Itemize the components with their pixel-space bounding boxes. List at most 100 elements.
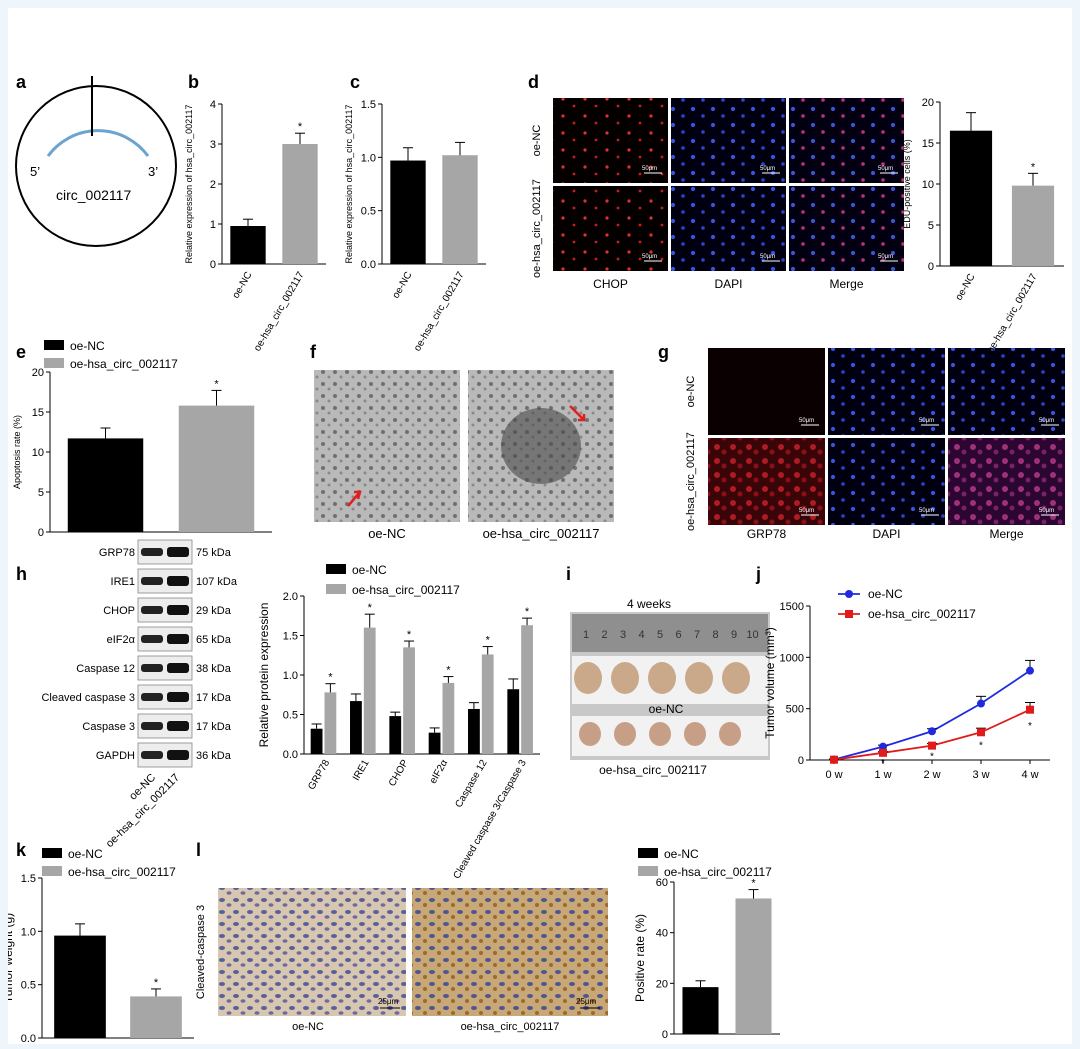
l-bar bbox=[735, 898, 772, 1034]
l-bar bbox=[682, 987, 719, 1034]
j-point bbox=[879, 742, 887, 751]
g-row-label: oe-hsa_circ_002117 bbox=[685, 432, 697, 531]
b-category-label: oe-hsa_circ_002117 bbox=[252, 270, 307, 354]
h-bar bbox=[428, 732, 441, 754]
c-category-label: oe-NC bbox=[391, 270, 415, 301]
e-sig-mark: * bbox=[214, 378, 219, 390]
j-ytick-label: 1000 bbox=[780, 652, 804, 664]
g-scale-text: 50μm bbox=[919, 418, 934, 424]
b-sig-mark: * bbox=[298, 121, 303, 133]
i-title: 4 weeks bbox=[627, 597, 671, 611]
i-label: oe-NC bbox=[649, 702, 684, 716]
panel-label-f: f bbox=[310, 342, 317, 362]
blot-band-nc bbox=[141, 664, 163, 672]
ihc-image-oe-nc bbox=[218, 888, 406, 1016]
blot-band-nc bbox=[141, 606, 163, 614]
circ-name-label: circ_002117 bbox=[56, 187, 131, 203]
i-label: oe-hsa_circ_002117 bbox=[599, 763, 707, 777]
blot-protein-label: GAPDH bbox=[96, 750, 135, 762]
blot-band-oe bbox=[167, 605, 189, 615]
e-legend-swatch bbox=[44, 340, 64, 350]
three-prime-label: 3’ bbox=[148, 164, 158, 179]
d-scale-text: 50μm bbox=[760, 166, 775, 172]
blot-protein-label: GRP78 bbox=[99, 547, 135, 559]
circrna-circle bbox=[15, 85, 177, 247]
h-category-label: GRP78 bbox=[306, 758, 332, 792]
blot-band-oe bbox=[167, 576, 189, 586]
l-ytick-label: 20 bbox=[656, 978, 668, 990]
h-category-label: Caspase 12 bbox=[453, 758, 489, 810]
g-row-label: oe-NC bbox=[685, 376, 697, 408]
panel-label-c: c bbox=[350, 72, 360, 92]
ruler-number: 8 bbox=[712, 629, 718, 641]
ruler-number: 6 bbox=[675, 629, 681, 641]
j-legend-marker bbox=[845, 590, 853, 598]
panel-label-e: e bbox=[16, 342, 26, 362]
ruler-number: 3 bbox=[620, 629, 626, 641]
e-bar bbox=[178, 405, 255, 532]
tumor-oe bbox=[684, 722, 706, 746]
tumor-oe bbox=[649, 722, 671, 746]
blot-kda-label: 75 kDa bbox=[196, 547, 232, 559]
d-scale-text: 50μm bbox=[878, 166, 893, 172]
e-bar bbox=[67, 438, 144, 532]
j-point bbox=[879, 748, 887, 757]
panel-label-l: l bbox=[196, 840, 201, 860]
k-bar bbox=[54, 935, 106, 1038]
blot-band-nc bbox=[141, 635, 163, 643]
j-xtick-label: 1 w bbox=[874, 769, 891, 781]
j-xtick-label: 0 w bbox=[825, 769, 842, 781]
g-col-label: DAPI bbox=[872, 527, 900, 541]
figure: a b c d e f g h i j k l 5’ 3’ circ_002117 50μm 50μm 50μm o… bbox=[1, 8, 1072, 1045]
h-sig-mark: * bbox=[368, 602, 373, 614]
red-arrow-icon bbox=[347, 490, 362, 507]
tem-image-oe-nc bbox=[314, 370, 460, 522]
tumor-oe bbox=[579, 722, 601, 746]
d-image-r2c3 bbox=[789, 186, 904, 271]
d-ylabel: EDU-positive cells (%) bbox=[902, 139, 912, 229]
l-scale-text: 25μm bbox=[378, 997, 399, 1006]
g-scale-text: 50μm bbox=[1039, 508, 1054, 514]
l-legend-swatch bbox=[638, 848, 658, 858]
panel-label-b: b bbox=[188, 72, 199, 92]
j-legend-label: oe-NC bbox=[868, 587, 903, 601]
panel-label-j: j bbox=[755, 564, 761, 584]
d-ytick-label: 5 bbox=[928, 220, 934, 232]
d-bar bbox=[949, 130, 993, 266]
h-category-label: IRE1 bbox=[351, 758, 372, 783]
g-image-r1c2 bbox=[828, 348, 945, 435]
blot-band-nc bbox=[141, 751, 163, 759]
h-bar bbox=[310, 728, 323, 754]
b-ylabel: Relative expression of hsa_circ_002117 bbox=[184, 105, 194, 264]
tumor-nc bbox=[611, 662, 639, 694]
d-row-label: oe-NC bbox=[531, 125, 543, 157]
d-scale-text: 50μm bbox=[642, 166, 657, 172]
f-label: oe-hsa_circ_002117 bbox=[483, 526, 600, 541]
l-legend-label: oe-hsa_circ_002117 bbox=[664, 865, 772, 879]
h-sig-mark: * bbox=[486, 635, 491, 647]
h-ytick-label: 1.5 bbox=[283, 631, 298, 643]
h-sig-mark: * bbox=[446, 665, 451, 677]
blot-band-oe bbox=[167, 750, 189, 760]
j-xtick-label: 3 w bbox=[972, 769, 989, 781]
g-image-r2c2 bbox=[828, 438, 945, 525]
h-legend-label: oe-hsa_circ_002117 bbox=[352, 583, 460, 597]
h-sig-mark: * bbox=[328, 672, 333, 684]
panel-label-d: d bbox=[528, 72, 539, 92]
blot-band-oe bbox=[167, 721, 189, 731]
d-sig-mark: * bbox=[1031, 161, 1036, 173]
e-legend-label: oe-hsa_circ_002117 bbox=[70, 357, 178, 371]
ruler-number: 9 bbox=[731, 629, 737, 641]
l-label: oe-hsa_circ_002117 bbox=[461, 1021, 560, 1033]
j-point bbox=[1026, 705, 1034, 714]
blot-band-oe bbox=[167, 663, 189, 673]
k-bar bbox=[130, 996, 182, 1038]
c-bar bbox=[390, 160, 426, 264]
blot-band-nc bbox=[141, 693, 163, 701]
d-ytick-label: 15 bbox=[922, 138, 934, 150]
d-scale-text: 50μm bbox=[760, 254, 775, 260]
ruler-number: 7 bbox=[694, 629, 700, 641]
blot-kda-label: 29 kDa bbox=[196, 605, 232, 617]
j-legend-marker bbox=[845, 610, 853, 618]
k-legend-swatch bbox=[42, 848, 62, 858]
